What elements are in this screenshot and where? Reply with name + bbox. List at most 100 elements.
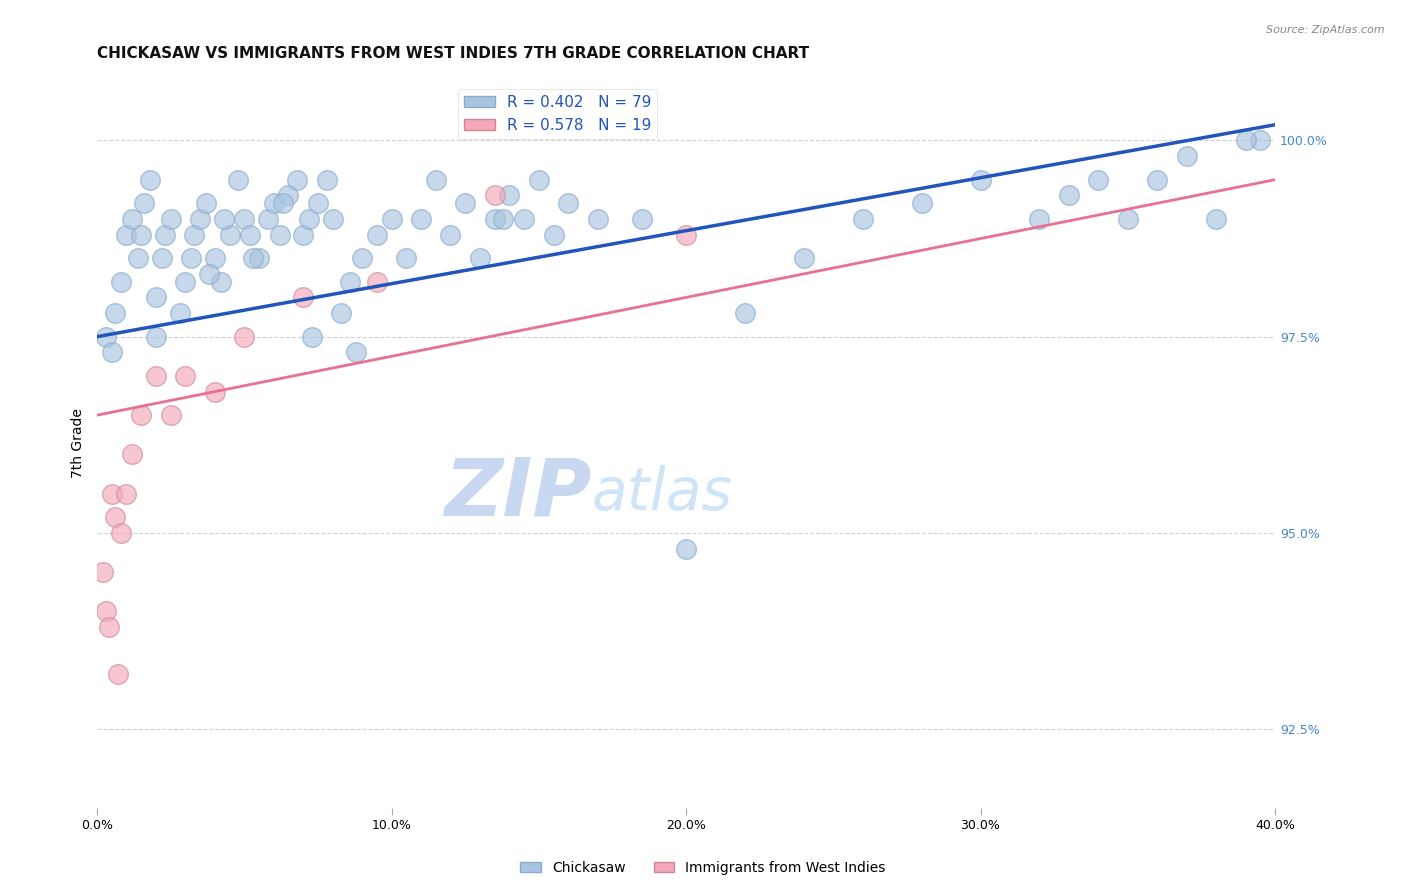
Point: [104, 510, 127, 524]
Point: [292, 227, 315, 242]
Point: [793, 251, 815, 265]
Point: [233, 211, 256, 226]
Point: [307, 196, 329, 211]
Point: [115, 486, 138, 500]
Text: CHICKASAW VS IMMIGRANTS FROM WEST INDIES 7TH GRADE CORRELATION CHART: CHICKASAW VS IMMIGRANTS FROM WEST INDIES…: [97, 46, 810, 62]
Point: [285, 172, 308, 186]
Point: [139, 172, 162, 186]
Point: [1175, 149, 1198, 163]
Point: [380, 211, 402, 226]
Point: [204, 251, 226, 265]
Text: Source: ZipAtlas.com: Source: ZipAtlas.com: [1267, 25, 1385, 35]
Point: [94, 604, 117, 618]
Point: [492, 211, 515, 226]
Point: [150, 251, 173, 265]
Point: [395, 251, 418, 265]
Point: [339, 275, 361, 289]
Point: [183, 227, 205, 242]
Point: [107, 667, 129, 681]
Point: [233, 329, 256, 343]
Text: ZIP: ZIP: [444, 455, 592, 533]
Legend: R = 0.402   N = 79, R = 0.578   N = 19: R = 0.402 N = 79, R = 0.578 N = 19: [458, 89, 658, 139]
Point: [218, 227, 240, 242]
Point: [315, 172, 337, 186]
Point: [1087, 172, 1109, 186]
Point: [1057, 188, 1080, 202]
Point: [121, 447, 143, 461]
Point: [188, 211, 211, 226]
Point: [1249, 133, 1271, 147]
Point: [298, 211, 321, 226]
Point: [159, 211, 181, 226]
Point: [129, 227, 152, 242]
Point: [198, 267, 221, 281]
Point: [292, 290, 315, 304]
Point: [263, 196, 285, 211]
Point: [675, 227, 697, 242]
Point: [145, 329, 167, 343]
Point: [344, 345, 367, 359]
Point: [195, 196, 218, 211]
Point: [169, 306, 191, 320]
Point: [129, 408, 152, 422]
Point: [121, 211, 143, 226]
Point: [498, 188, 520, 202]
Point: [277, 188, 299, 202]
Point: [513, 211, 536, 226]
Point: [910, 196, 932, 211]
Point: [209, 275, 232, 289]
Point: [239, 227, 262, 242]
Point: [110, 525, 132, 540]
Point: [242, 251, 264, 265]
Point: [212, 211, 235, 226]
Point: [352, 251, 374, 265]
Point: [100, 486, 122, 500]
Point: [257, 211, 280, 226]
Point: [330, 306, 353, 320]
Point: [301, 329, 323, 343]
Point: [557, 196, 579, 211]
Point: [269, 227, 291, 242]
Point: [425, 172, 447, 186]
Point: [1205, 211, 1227, 226]
Point: [439, 227, 461, 242]
Point: [543, 227, 565, 242]
Point: [631, 211, 654, 226]
Point: [1146, 172, 1168, 186]
Point: [454, 196, 477, 211]
Point: [271, 196, 294, 211]
Point: [1116, 211, 1139, 226]
Point: [94, 329, 117, 343]
Point: [1028, 211, 1050, 226]
Point: [91, 565, 114, 579]
Point: [104, 306, 127, 320]
Point: [527, 172, 550, 186]
Point: [134, 196, 156, 211]
Point: [366, 227, 388, 242]
Point: [153, 227, 176, 242]
Point: [969, 172, 991, 186]
Point: [159, 408, 181, 422]
Point: [127, 251, 149, 265]
Point: [180, 251, 202, 265]
Point: [174, 368, 197, 383]
Point: [97, 620, 120, 634]
Point: [228, 172, 250, 186]
Point: [100, 345, 122, 359]
Point: [468, 251, 491, 265]
Point: [322, 211, 344, 226]
Point: [852, 211, 875, 226]
Point: [247, 251, 270, 265]
Point: [484, 211, 506, 226]
Point: [675, 541, 697, 556]
Point: [484, 188, 506, 202]
Text: atlas: atlas: [592, 466, 733, 522]
Point: [145, 368, 167, 383]
Point: [586, 211, 609, 226]
Point: [366, 275, 388, 289]
Point: [145, 290, 167, 304]
Y-axis label: 7th Grade: 7th Grade: [72, 408, 86, 477]
Point: [409, 211, 432, 226]
Point: [174, 275, 197, 289]
Point: [734, 306, 756, 320]
